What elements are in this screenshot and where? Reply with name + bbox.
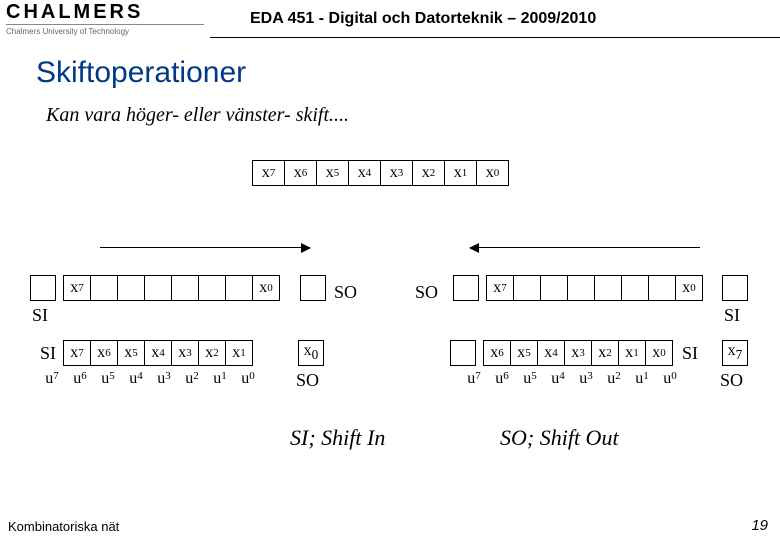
x-cell: x2 [198, 340, 226, 366]
reg-cell [648, 275, 676, 301]
x7-out-right: x7 [722, 340, 748, 366]
bit-cell: x4 [348, 160, 381, 186]
si-box-right [722, 275, 748, 301]
slide-title: Skiftoperationer [36, 56, 780, 90]
so-row2-left: SO [296, 370, 319, 391]
x-cell: x6 [90, 340, 118, 366]
u-cell: u5 [94, 370, 122, 388]
x-cell: x7 [63, 340, 91, 366]
so-label-left: SO [334, 282, 357, 303]
reg-cell: x7 [63, 275, 91, 301]
reg-cell [171, 275, 199, 301]
reg-cell: x7 [486, 275, 514, 301]
u-cell: u3 [572, 370, 600, 388]
slide-header: CHALMERS Chalmers University of Technolo… [0, 0, 780, 38]
x7-box-right [453, 275, 479, 301]
bit-cell: x3 [380, 160, 413, 186]
reg-cell [198, 275, 226, 301]
x-cell: x3 [171, 340, 199, 366]
u-cell: u2 [178, 370, 206, 388]
x-cell: x5 [117, 340, 145, 366]
so-label-right: SO [415, 282, 438, 303]
reg-cell: x0 [252, 275, 280, 301]
u-cell: u2 [600, 370, 628, 388]
x-cell: x3 [564, 340, 592, 366]
si-label-left: SI [32, 305, 48, 326]
bit-cell: x6 [284, 160, 317, 186]
bit-cell: x5 [316, 160, 349, 186]
reg-cell: x0 [675, 275, 703, 301]
register-top: x7x6x5x4x3x2x1x0 [253, 160, 509, 186]
logo-subtitle: Chalmers University of Technology [6, 24, 204, 36]
u-cell: u4 [122, 370, 150, 388]
u-cell: u0 [656, 370, 684, 388]
arrow-right [100, 247, 310, 248]
u-cell: u5 [516, 370, 544, 388]
reg-cell [540, 275, 568, 301]
reg-cell [117, 275, 145, 301]
bit-cell: x2 [412, 160, 445, 186]
reg-cell [225, 275, 253, 301]
reg-cell [144, 275, 172, 301]
slide-subtitle: Kan vara höger- eller vänster- skift.... [46, 104, 780, 127]
u-row-left: u7u6u5u4u3u2u1u0 [38, 370, 262, 388]
arrow-left [470, 247, 700, 248]
x0-out-left: x0 [298, 340, 324, 366]
x0-box-left [300, 275, 326, 301]
u-row-right: u7u6u5u4u3u2u1u0 [460, 370, 684, 388]
shift-out-label: SO; Shift Out [500, 425, 619, 451]
x-cell: x1 [225, 340, 253, 366]
reg-cell [513, 275, 541, 301]
x-cell: x4 [144, 340, 172, 366]
shift-in-label: SI; Shift In [290, 425, 385, 451]
u-cell: u7 [38, 370, 66, 388]
u-cell: u1 [206, 370, 234, 388]
wide-register-right: x7 x0 [487, 275, 703, 301]
u-cell: u4 [544, 370, 572, 388]
footer-left: Kombinatoriska nät [8, 519, 119, 534]
x-row-left: x7x6x5x4x3x2x1 [64, 340, 253, 366]
page-number: 19 [751, 517, 768, 534]
chalmers-logo: CHALMERS Chalmers University of Technolo… [0, 0, 210, 38]
reg-cell [567, 275, 595, 301]
x-cell: x5 [510, 340, 538, 366]
u-cell: u3 [150, 370, 178, 388]
so-row2-right: SO [720, 370, 743, 391]
x6-out-right [450, 340, 476, 366]
u-cell: u6 [488, 370, 516, 388]
reg-cell [594, 275, 622, 301]
si-box-left [30, 275, 56, 301]
u-cell: u1 [628, 370, 656, 388]
si-row2-left: SI [40, 343, 56, 364]
x-cell: x0 [645, 340, 673, 366]
reg-cell [90, 275, 118, 301]
bit-cell: x1 [444, 160, 477, 186]
x-cell: x4 [537, 340, 565, 366]
x-cell: x2 [591, 340, 619, 366]
reg-cell [621, 275, 649, 301]
u-cell: u6 [66, 370, 94, 388]
bit-cell: x0 [476, 160, 509, 186]
x-row-right: x6x5x4x3x2x1x0 [484, 340, 673, 366]
si-label-right: SI [724, 305, 740, 326]
bit-cell: x7 [252, 160, 285, 186]
u-cell: u0 [234, 370, 262, 388]
x-cell: x1 [618, 340, 646, 366]
x-cell: x6 [483, 340, 511, 366]
si-row2-right: SI [682, 343, 698, 364]
logo-word: CHALMERS [6, 2, 204, 22]
u-cell: u7 [460, 370, 488, 388]
wide-register-left: x7 x0 [64, 275, 280, 301]
course-title: EDA 451 - Digital och Datorteknik – 2009… [210, 10, 780, 28]
